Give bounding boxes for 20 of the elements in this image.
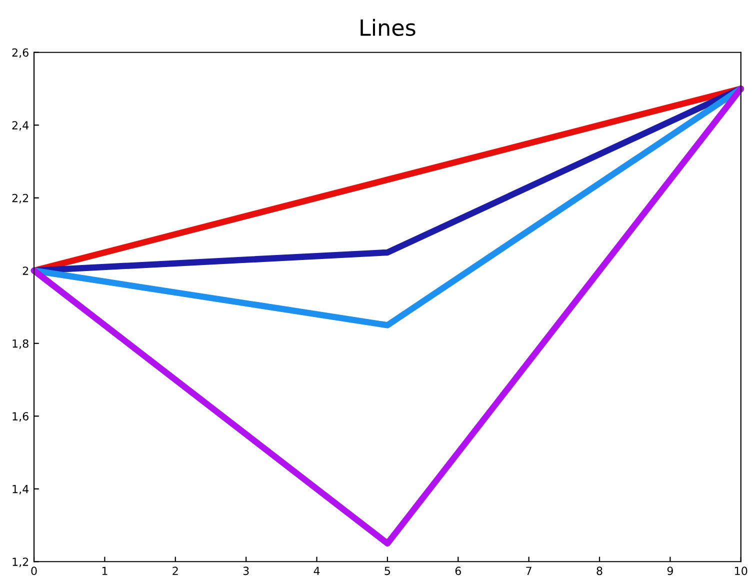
x-tick-label: 5 (384, 566, 390, 576)
y-tick-label: 2,2 (12, 194, 28, 204)
y-tick-label: 1,6 (12, 412, 28, 422)
chart-title: Lines (360, 18, 416, 36)
x-tick-label: 9 (667, 566, 673, 576)
x-tick-label: 3 (243, 566, 249, 576)
x-tick-label: 4 (314, 566, 320, 575)
y-tick-label: 2 (22, 266, 28, 275)
x-tick-label: 2 (172, 566, 178, 575)
y-tick-label: 1,2 (12, 558, 28, 568)
x-tick-label: 1 (102, 566, 108, 575)
x-tick-label: 0 (31, 566, 37, 576)
y-tick-label: 1,4 (12, 485, 29, 494)
y-tick-label: 2,4 (12, 121, 29, 131)
y-tick-label: 1,8 (12, 339, 28, 349)
y-tick-label: 2,6 (12, 48, 28, 58)
x-tick-label: 8 (596, 566, 602, 576)
x-tick-label: 10 (735, 566, 748, 576)
x-tick-label: 7 (526, 566, 532, 575)
x-tick-label: 6 (455, 566, 461, 576)
